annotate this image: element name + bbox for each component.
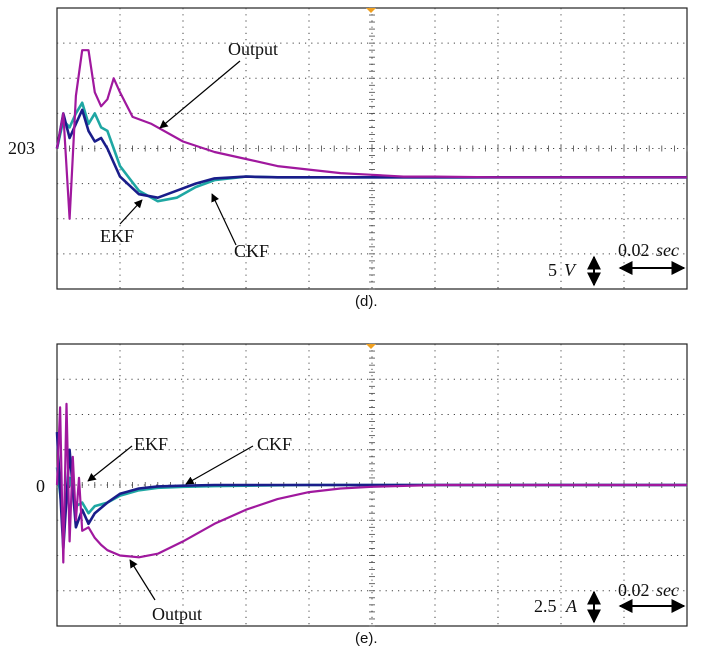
chart-d-ckf-arrow — [211, 193, 237, 246]
chart-d-annotation-ckf: CKF — [234, 241, 269, 261]
chart-d-caption: (d). — [355, 293, 378, 310]
chart-e-annotation-ekf: EKF — [134, 434, 168, 454]
chart-d-traces — [55, 49, 687, 220]
chart-e-volt-div-value: 2.5 — [534, 596, 557, 616]
chart-d-volt-div-unit: V — [564, 260, 577, 280]
series-line-output — [55, 402, 687, 564]
chart-d-time-div-value: 0.02 — [618, 240, 650, 260]
chart-d-trigger-marker — [366, 8, 376, 13]
chart-d-time-div-unit: sec — [656, 240, 679, 260]
chart-d-annotation-output: Output — [228, 39, 278, 59]
chart-e: 0 EKF CKF Output 2.5 A 0.02 sec (e). — [36, 343, 688, 647]
chart-e-ekf-arrow — [87, 445, 133, 482]
chart-e-caption: (e). — [355, 630, 378, 647]
chart-e-time-div-value: 0.02 — [618, 580, 650, 600]
chart-e-ckf-arrow — [185, 445, 254, 485]
chart-e-traces — [55, 402, 687, 564]
chart-d-volt-div-value: 5 — [548, 260, 557, 280]
chart-d: 203 Output EKF CKF 5 V 0.02 sec (d). — [8, 7, 688, 310]
chart-e-time-div-unit: sec — [656, 580, 679, 600]
chart-d-output-arrow — [159, 60, 241, 129]
chart-e-output-arrow — [129, 559, 156, 601]
chart-e-volt-div-unit: A — [565, 596, 578, 616]
chart-e-annotation-ckf: CKF — [257, 434, 292, 454]
chart-d-ekf-arrow — [119, 199, 143, 225]
chart-d-y-marker: 203 — [8, 138, 35, 158]
series-line-output — [55, 49, 687, 220]
series-line-ckf — [55, 108, 687, 199]
chart-d-grid — [56, 7, 688, 290]
chart-e-trigger-marker — [366, 344, 376, 349]
chart-e-annotation-output: Output — [152, 604, 202, 624]
chart-e-y-marker: 0 — [36, 476, 45, 496]
chart-d-annotation-ekf: EKF — [100, 226, 134, 246]
